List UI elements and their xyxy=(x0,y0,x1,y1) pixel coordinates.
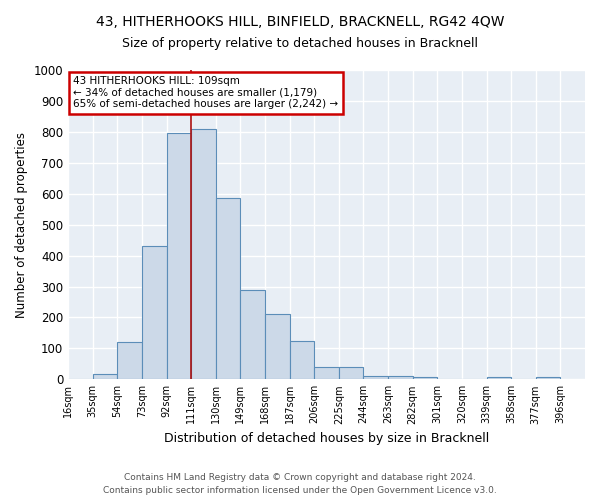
Bar xyxy=(216,198,241,380)
Bar xyxy=(241,290,265,380)
Bar xyxy=(364,376,388,380)
Bar xyxy=(339,367,364,380)
Bar xyxy=(117,342,142,380)
Bar xyxy=(191,129,216,380)
Bar xyxy=(413,377,437,380)
Y-axis label: Number of detached properties: Number of detached properties xyxy=(15,132,28,318)
Text: 43, HITHERHOOKS HILL, BINFIELD, BRACKNELL, RG42 4QW: 43, HITHERHOOKS HILL, BINFIELD, BRACKNEL… xyxy=(96,15,504,29)
Text: 43 HITHERHOOKS HILL: 109sqm
← 34% of detached houses are smaller (1,179)
65% of : 43 HITHERHOOKS HILL: 109sqm ← 34% of det… xyxy=(73,76,338,110)
Bar xyxy=(536,377,560,380)
X-axis label: Distribution of detached houses by size in Bracknell: Distribution of detached houses by size … xyxy=(164,432,489,445)
Bar xyxy=(314,367,339,380)
Text: Contains HM Land Registry data © Crown copyright and database right 2024.
Contai: Contains HM Land Registry data © Crown c… xyxy=(103,474,497,495)
Bar xyxy=(92,374,117,380)
Bar xyxy=(142,246,167,380)
Text: Size of property relative to detached houses in Bracknell: Size of property relative to detached ho… xyxy=(122,38,478,51)
Bar xyxy=(167,134,191,380)
Bar xyxy=(388,376,413,380)
Bar xyxy=(290,340,314,380)
Bar xyxy=(487,377,511,380)
Bar xyxy=(265,314,290,380)
